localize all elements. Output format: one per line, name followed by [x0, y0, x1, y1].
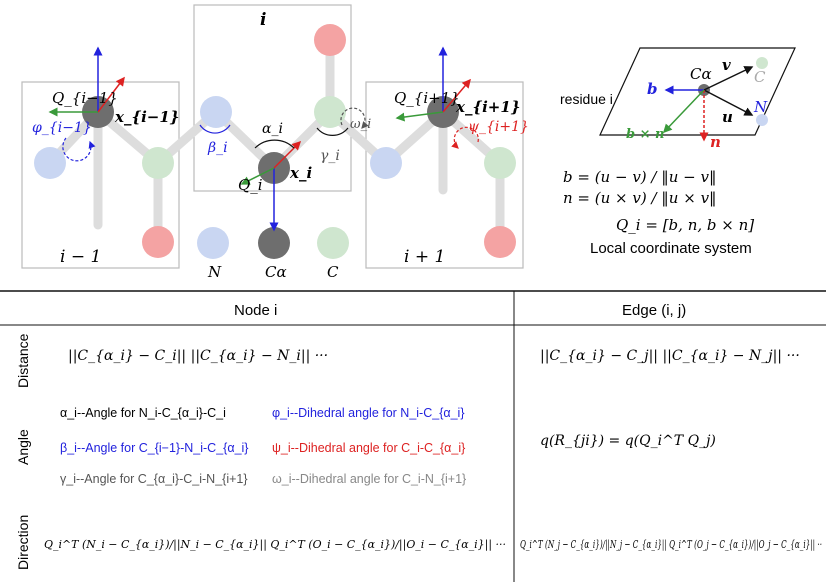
local-c-label: C — [754, 68, 766, 86]
residue-box-i — [193, 4, 352, 192]
alpha-arc — [254, 139, 295, 149]
edge-direction-cell: Q_i^T (N_j − C_{α_i})/||N_j − C_{α_i}|| … — [520, 538, 822, 552]
psi-arc — [451, 126, 479, 149]
local-n-label: N — [753, 98, 768, 116]
residue-label-i: i — [260, 10, 266, 30]
formula-n: n = (u × v) / ‖u × v‖ — [563, 189, 717, 207]
edge-angle-cell: q(R_{ji}) = q(Q_i^T Q_j) — [540, 433, 716, 449]
local-n-atom — [756, 114, 768, 126]
atom-c-i-minus-1 — [142, 147, 174, 179]
alpha-label: α_i — [262, 121, 283, 137]
frame-arrows-i-minus-1 — [48, 46, 125, 117]
omega-arc — [340, 107, 369, 129]
gamma-arc — [316, 127, 349, 136]
col-header-edge: Edge (i, j) — [622, 302, 686, 319]
legend-ca-label: Cα — [265, 263, 287, 281]
row-header-angle: Angle — [15, 429, 31, 465]
frame-arrows-i — [240, 140, 302, 232]
legend-ca-atom — [258, 227, 290, 259]
local-b-label: b — [647, 80, 658, 98]
local-v-label: v — [722, 56, 731, 74]
row-header-distance: Distance — [15, 333, 31, 388]
node-distance-cell: ||C_{α_i} − C_i|| ||C_{α_i} − N_i|| ··· — [68, 348, 328, 364]
legend-n-atom — [197, 227, 229, 259]
frame-arrows-i-plus-1 — [395, 46, 471, 122]
frame-label-i-plus-1: Q_{i+1} — [394, 89, 460, 107]
angle-gamma-desc: γ_i--Angle for C_{α_i}-C_i-N_{i+1} — [60, 472, 248, 486]
angle-phi-desc: φ_i--Dihedral angle for N_i-C_{α_i} — [272, 406, 465, 420]
legend-n-label: N — [207, 263, 222, 281]
atom-n-i — [200, 96, 232, 128]
phi-arc — [62, 137, 96, 162]
omega-label: ω_i — [350, 117, 371, 132]
angle-alpha-desc: α_i--Angle for N_i-C_{α_i}-C_i — [60, 406, 226, 420]
legend-c-label: C — [327, 263, 339, 281]
row-header-direction: Direction — [15, 515, 31, 570]
angle-omega-desc: ω_i--Dihedral angle for C_i-N_{i+1} — [272, 472, 466, 486]
legend-c-atom — [317, 227, 349, 259]
local-c-atom — [756, 57, 768, 69]
local-n-vector-label: n — [710, 133, 721, 151]
col-header-node: Node i — [234, 302, 277, 319]
atom-n-i-plus-1 — [370, 147, 402, 179]
atom-c-i — [314, 96, 346, 128]
angle-beta-desc: β_i--Angle for C_{i−1}-N_i-C_{α_i} — [60, 441, 248, 455]
psi-label: ψ_{i+1} — [468, 119, 529, 135]
beta-label: β_i — [207, 140, 228, 156]
position-label-i: x_i — [289, 164, 312, 182]
phi-label: φ_{i−1} — [32, 120, 92, 136]
atom-n-i-minus-1 — [34, 147, 66, 179]
gamma-label: γ_i — [320, 148, 340, 164]
local-u-label: u — [722, 108, 733, 126]
position-label-i-plus-1: x_{i+1} — [455, 98, 520, 116]
position-label-i-minus-1: x_{i−1} — [114, 108, 179, 126]
beta-arc — [199, 124, 231, 134]
local-frame-inset: residue i Cα C N v u b n b × n — [560, 47, 796, 151]
node-direction-cell: Q_i^T (N_i − C_{α_i})/||N_i − C_{α_i}|| … — [44, 538, 506, 552]
local-bxn-label: b × n — [626, 127, 665, 142]
residue-label-i-minus-1: i − 1 — [60, 247, 101, 267]
frame-label-i-minus-1: Q_{i−1} — [52, 89, 118, 107]
residue-box-i-minus-1 — [21, 81, 180, 269]
angle-psi-desc: ψ_i--Dihedral angle for C_i-C_{α_i} — [272, 441, 465, 455]
local-frame-plane — [599, 47, 796, 136]
formula-q: Q_i = [b, n, b × n] — [616, 216, 754, 234]
feature-table: Node i Edge (i, j) Distance Angle Direct… — [0, 290, 826, 582]
atom-o-i-minus-1 — [142, 226, 174, 258]
atom-o-i-plus-1 — [484, 226, 516, 258]
residue-box-i-plus-1 — [365, 81, 524, 269]
atom-o-i — [314, 24, 346, 56]
atom-c-i-plus-1 — [484, 147, 516, 179]
local-frame-residue-label: residue i — [560, 91, 613, 107]
edge-distance-cell: ||C_{α_i} − C_j|| ||C_{α_i} − N_j|| ··· — [540, 348, 800, 364]
residue-label-i-plus-1: i + 1 — [404, 247, 445, 267]
local-ca-label: Cα — [690, 65, 712, 83]
frame-label-i: Q_i — [238, 176, 263, 194]
formula-b: b = (u − v) / ‖u − v‖ — [563, 168, 716, 186]
backbone-bonds — [45, 35, 505, 247]
local-frame-caption: Local coordinate system — [590, 240, 752, 257]
